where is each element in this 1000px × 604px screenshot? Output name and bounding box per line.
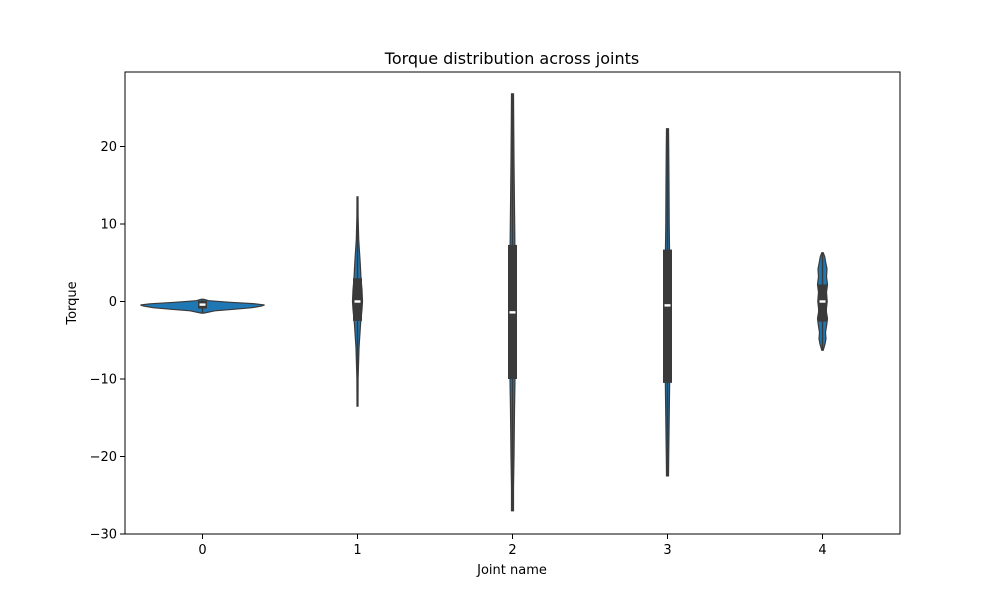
- x-tick-label: 2: [508, 543, 516, 558]
- violin-median: [819, 300, 826, 303]
- chart-title: Torque distribution across joints: [384, 49, 639, 68]
- violin-3: [663, 128, 672, 477]
- y-tick-label: 10: [100, 218, 117, 233]
- y-tick-label: 20: [100, 140, 117, 155]
- x-axis: 0 1 2 3 4: [198, 534, 827, 558]
- violin-box: [663, 249, 672, 383]
- y-axis-label: Torque: [65, 281, 80, 325]
- violin-box: [353, 278, 362, 321]
- x-tick-label: 0: [198, 543, 206, 558]
- violin-median: [199, 303, 206, 306]
- x-tick-label: 1: [353, 543, 361, 558]
- violin-box: [818, 284, 827, 322]
- violin-median: [354, 300, 361, 303]
- y-tick-label: −10: [90, 373, 117, 388]
- violin-0: [140, 298, 265, 314]
- y-tick-label: −30: [90, 528, 117, 543]
- x-tick-label: 3: [663, 543, 671, 558]
- y-tick-label: −20: [90, 450, 117, 465]
- y-tick-label: 0: [109, 295, 117, 310]
- y-axis: −30 −20 −10 0 10 20: [90, 140, 125, 543]
- violin-1: [351, 196, 364, 407]
- violin-median: [664, 304, 671, 307]
- x-tick-label: 4: [818, 543, 826, 558]
- violin-median: [509, 311, 516, 314]
- violin-4: [816, 252, 829, 351]
- violin-group: [140, 93, 829, 512]
- violin-2: [508, 93, 517, 512]
- x-axis-label: Joint name: [476, 563, 547, 578]
